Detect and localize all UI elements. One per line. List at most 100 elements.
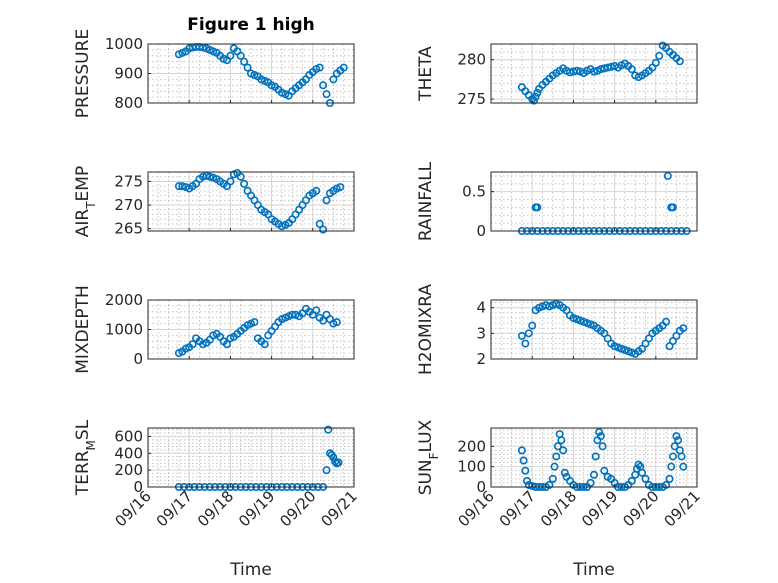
data-point xyxy=(550,462,559,471)
data-point xyxy=(559,446,568,455)
data-point xyxy=(655,51,664,60)
data-point xyxy=(339,63,348,72)
y-tick-label: 265 xyxy=(114,220,143,238)
data-point xyxy=(524,329,533,338)
data-point xyxy=(672,432,681,441)
y-tick-label: 275 xyxy=(457,90,486,108)
subplot-mixdepth: 0 1000 2000 MIXDEPTH xyxy=(73,285,355,374)
y-tick-label: 200 xyxy=(114,461,143,479)
y-tick-label: 100 xyxy=(457,458,486,476)
data-point xyxy=(226,177,235,186)
data-point xyxy=(188,340,197,349)
data-point xyxy=(641,474,650,483)
data-point xyxy=(548,474,557,483)
y-axis-label: AIRTEMP xyxy=(73,166,98,237)
y-tick-label: 270 xyxy=(114,196,143,214)
data-point xyxy=(236,172,245,181)
data-point xyxy=(627,476,636,485)
data-point xyxy=(589,470,598,479)
data-point xyxy=(222,340,231,349)
y-axis-label: H2OMIXRA xyxy=(416,284,436,375)
subplot-terr-msl: 020040060009/1609/1709/1809/1909/2009/21… xyxy=(73,419,361,530)
data-point xyxy=(591,452,600,461)
data-point xyxy=(638,468,647,477)
data-point xyxy=(205,172,214,181)
y-tick-label: 2 xyxy=(476,350,486,368)
data-point xyxy=(662,317,671,326)
data-point xyxy=(663,171,672,180)
y-axis-label: TERRMSL xyxy=(73,419,98,496)
data-point xyxy=(560,468,569,477)
data-point xyxy=(677,452,686,461)
data-point xyxy=(533,88,542,97)
y-axis-label: PRESSURE xyxy=(73,29,93,118)
x-tick-label: 09/17 xyxy=(153,487,196,530)
y-tick-label: 0 xyxy=(133,478,143,496)
data-point xyxy=(324,425,333,434)
y-tick-label: 200 xyxy=(457,437,486,455)
data-point xyxy=(334,458,343,467)
axes-frame xyxy=(490,299,698,360)
y-tick-label: 800 xyxy=(114,94,143,112)
data-point xyxy=(651,58,660,67)
y-tick-label: 0.5 xyxy=(462,183,486,201)
y-tick-label: 0 xyxy=(476,222,486,240)
data-point xyxy=(679,462,688,471)
data-point xyxy=(679,324,688,333)
data-point xyxy=(531,92,540,101)
data-point xyxy=(240,57,249,66)
data-point xyxy=(315,219,324,228)
x-tick-label: 09/20 xyxy=(276,487,319,530)
subplot-h2omixra: 2 3 4 H2OMIXRA xyxy=(416,284,698,375)
x-tick-label: 09/20 xyxy=(619,487,662,530)
data-point xyxy=(557,436,566,445)
data-point xyxy=(332,318,341,327)
y-tick-label: 1000 xyxy=(105,321,143,339)
data-point xyxy=(674,436,683,445)
axes-frame xyxy=(490,171,698,232)
y-tick-label: 0 xyxy=(133,350,143,368)
y-tick-label: 900 xyxy=(114,65,143,83)
data-point xyxy=(202,171,211,180)
data-point xyxy=(322,466,331,475)
data-point xyxy=(533,203,542,212)
y-tick-label: 600 xyxy=(114,427,143,445)
x-tick-label: 09/18 xyxy=(537,487,580,530)
data-point xyxy=(668,203,677,212)
y-axis-label: THETA xyxy=(416,46,436,102)
axes-frame xyxy=(490,427,698,488)
subplot-pressure: 800 900 1000 PRESSURE xyxy=(73,29,355,118)
x-tick-label: 09/18 xyxy=(194,487,237,530)
data-point xyxy=(545,480,554,489)
y-tick-label: 280 xyxy=(457,51,486,69)
data-point xyxy=(627,65,636,74)
y-tick-label: 4 xyxy=(476,299,486,317)
x-tick-label: 09/21 xyxy=(661,487,704,530)
x-tick-label: 09/19 xyxy=(235,487,278,530)
data-point xyxy=(519,456,528,465)
subplot-rainfall: 0 0.5 RAINFALL xyxy=(416,161,698,241)
y-tick-label: 1000 xyxy=(105,35,143,53)
y-axis-label: SUNFLUX xyxy=(416,419,441,495)
x-axis-label-right: Time xyxy=(572,560,615,580)
data-point xyxy=(319,225,328,234)
data-point xyxy=(329,75,338,84)
data-point xyxy=(665,474,674,483)
data-point xyxy=(312,186,321,195)
x-tick-label: 09/21 xyxy=(318,487,361,530)
x-tick-label: 09/19 xyxy=(578,487,621,530)
data-point xyxy=(667,462,676,471)
data-point xyxy=(178,182,187,191)
data-point xyxy=(586,478,595,487)
data-point xyxy=(331,457,340,466)
data-point xyxy=(322,90,331,99)
axes-frame xyxy=(147,171,355,232)
y-tick-label: 0 xyxy=(476,478,486,496)
data-point xyxy=(595,428,604,437)
data-point xyxy=(240,179,249,188)
data-point xyxy=(528,321,537,330)
x-tick-label: 09/17 xyxy=(496,487,539,530)
data-point xyxy=(260,340,269,349)
data-point xyxy=(329,453,338,462)
